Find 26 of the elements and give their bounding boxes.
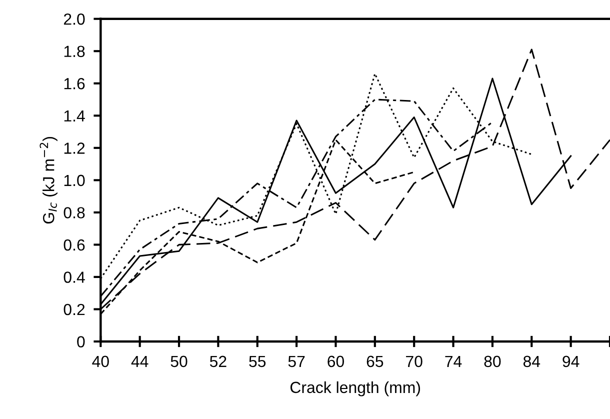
y-tick-label: 1.6: [64, 78, 85, 90]
x-tick-label: 94: [562, 356, 580, 368]
y-tick-label: 0.2: [64, 304, 85, 316]
x-tick-label: 70: [406, 356, 422, 368]
x-tick-label: 40: [92, 356, 109, 368]
y-axis-title: G$_{Ic}$ (kJ m$^{−2}$): [40, 137, 58, 224]
y-tick-label: 0: [77, 336, 85, 348]
x-tick-label: 65: [366, 356, 384, 368]
x-tick-label: 84: [523, 356, 540, 368]
y-tick-label: 1.2: [64, 142, 85, 154]
x-axis-title: Crack length (mm): [290, 381, 420, 396]
x-tick-label: 80: [484, 356, 501, 368]
x-tick-label: 55: [249, 356, 266, 368]
x-tick-label: 57: [288, 356, 305, 368]
y-tick-label: 0.8: [64, 207, 85, 218]
y-tick-label: 0.4: [64, 272, 85, 283]
y-tick-label: 1.4: [64, 110, 85, 122]
x-tick-label: 60: [328, 356, 344, 368]
y-tick-label: 1.8: [64, 46, 85, 58]
y-tick-label: 0.6: [64, 239, 85, 251]
x-tick-label: 44: [131, 356, 148, 367]
x-tick-label: 74: [445, 356, 462, 367]
y-tick-label: 1.0: [64, 174, 85, 186]
y-tick-label: 2.0: [64, 13, 85, 25]
x-tick-label: 50: [170, 356, 188, 368]
x-tick-label: 52: [210, 356, 226, 368]
